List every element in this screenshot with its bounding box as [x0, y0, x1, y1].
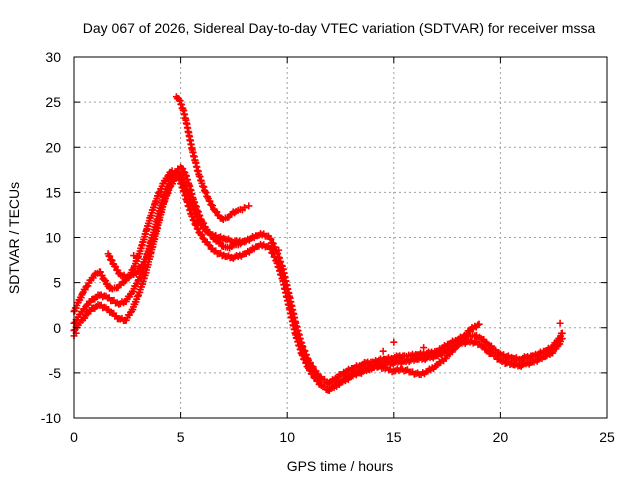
y-tick-label: -10 — [41, 410, 61, 426]
point-track-c — [231, 209, 239, 217]
x-tick-label: 15 — [386, 429, 402, 445]
y-tick-label: 0 — [53, 320, 61, 336]
point-track-d — [206, 231, 214, 239]
point-scatter-extra — [390, 338, 398, 346]
point-scatter-extra — [420, 344, 428, 352]
point-track-b — [83, 310, 91, 318]
point-track-b — [558, 335, 566, 343]
point-track-d — [208, 232, 216, 240]
point-track-b — [198, 231, 206, 239]
point-track-d — [112, 263, 120, 271]
point-track-b — [309, 370, 317, 378]
y-tick-label: 20 — [45, 139, 61, 155]
point-track-d — [114, 266, 122, 274]
x-tick-label: 0 — [70, 429, 78, 445]
point-track-f — [475, 320, 483, 328]
point-track-b — [206, 242, 214, 250]
point-track-b — [199, 234, 207, 242]
point-track-f — [432, 362, 440, 370]
point-scatter-extra — [245, 202, 253, 210]
axis-ticks — [73, 56, 608, 419]
point-track-e — [168, 167, 176, 175]
point-scatter-extra — [486, 347, 494, 355]
point-track-a — [83, 301, 91, 309]
x-axis-label: GPS time / hours — [287, 458, 394, 474]
data-points — [70, 93, 566, 395]
y-tick-label: -5 — [49, 365, 62, 381]
x-tick-label: 5 — [177, 429, 185, 445]
point-scatter-extra — [379, 347, 387, 355]
point-scatter-extra — [556, 319, 564, 327]
y-axis-label: SDTVAR / TECUs — [6, 182, 22, 294]
x-tick-labels: 0 5 10 15 20 25 — [70, 429, 615, 445]
point-scatter-extra — [275, 246, 283, 254]
point-track-d — [179, 165, 187, 173]
point-track-c — [209, 202, 217, 210]
point-track-e — [164, 172, 172, 180]
point-track-e — [121, 277, 129, 285]
point-track-b — [192, 221, 200, 229]
point-track-c — [213, 208, 221, 216]
y-tick-label: 15 — [45, 184, 61, 200]
point-track-b — [204, 241, 212, 249]
y-tick-label: 10 — [45, 230, 61, 246]
point-track-d — [241, 238, 249, 246]
point-track-e — [79, 289, 87, 297]
y-tick-label: 25 — [45, 94, 61, 110]
x-tick-label: 10 — [279, 429, 295, 445]
point-track-f — [474, 321, 482, 329]
point-track-b — [194, 225, 202, 233]
chart-title: Day 067 of 2026, Sidereal Day-to-day VTE… — [83, 20, 596, 36]
y-tick-labels: -10 -5 0 5 10 15 20 25 30 — [41, 49, 61, 426]
x-tick-label: 25 — [599, 429, 615, 445]
point-track-d — [200, 219, 208, 227]
point-scatter-extra — [130, 252, 138, 260]
point-scatter-extra — [241, 204, 249, 212]
y-tick-label: 5 — [53, 275, 61, 291]
y-tick-label: 30 — [45, 49, 61, 65]
point-track-d — [168, 176, 176, 184]
x-tick-label: 20 — [493, 429, 509, 445]
